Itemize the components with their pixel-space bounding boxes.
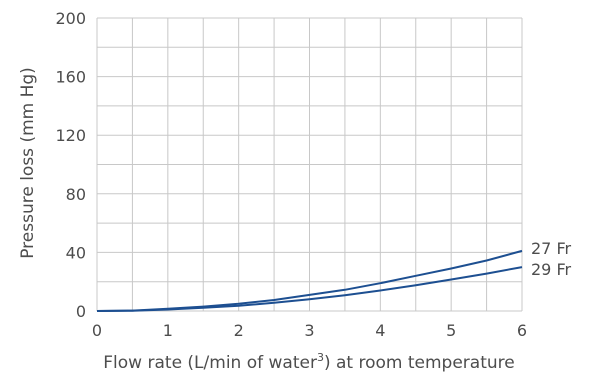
x-tick-label: 4: [375, 321, 385, 340]
y-tick-label: 160: [55, 68, 86, 87]
x-tick-label: 1: [163, 321, 173, 340]
series-label: 29 Fr: [531, 260, 571, 279]
x-tick-label: 3: [304, 321, 314, 340]
y-tick-label: 120: [55, 126, 86, 145]
series-labels: 27 Fr 29 Fr: [531, 239, 571, 279]
series-lines: [96, 249, 523, 312]
y-tick-label: 200: [55, 9, 86, 28]
x-tick-label: 5: [446, 321, 456, 340]
y-axis-ticks: 0 40 80 120 160 200: [55, 9, 86, 321]
x-axis-title-suffix: ) at room temperature: [324, 353, 515, 373]
grid: [96, 17, 523, 312]
y-tick-label: 80: [66, 185, 86, 204]
y-tick-label: 0: [76, 302, 86, 321]
x-tick-label: 6: [517, 321, 527, 340]
x-axis-title-superscript: 3: [317, 351, 324, 364]
series-label: 27 Fr: [531, 239, 571, 258]
y-tick-label: 40: [66, 243, 86, 262]
x-axis-ticks: 0 1 2 3 4 5 6: [92, 321, 527, 340]
x-axis-title: Flow rate (L/min of water3) at room temp…: [103, 351, 514, 373]
y-axis-title: Pressure loss (mm Hg): [18, 67, 38, 259]
x-tick-label: 2: [234, 321, 244, 340]
series-line-29-fr: [96, 266, 523, 312]
x-axis-title-main: Flow rate (L/min of water: [103, 353, 317, 373]
x-tick-label: 0: [92, 321, 102, 340]
